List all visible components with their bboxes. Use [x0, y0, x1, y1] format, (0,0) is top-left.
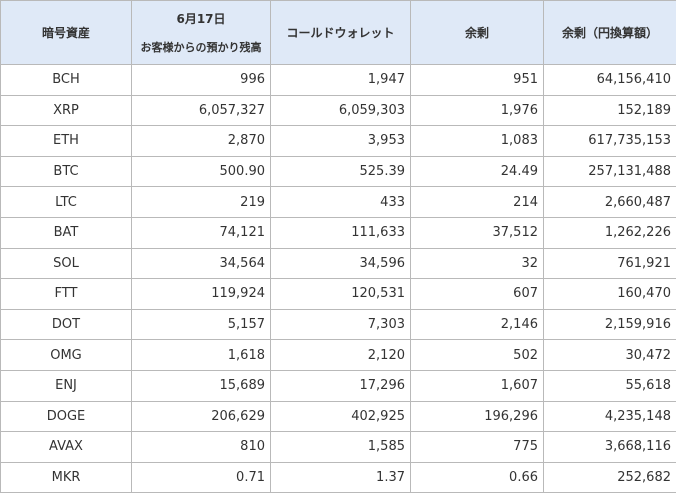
cell-surplus-jpy: 617,735,153 [543, 125, 676, 157]
header-customer-balance: 6月17日 お客様からの預かり残高 [131, 0, 271, 65]
cell-customer-balance: 206,629 [131, 400, 271, 433]
cell-cold-wallet: 1.37 [270, 461, 411, 493]
cell-customer-balance: 2,870 [131, 125, 271, 157]
cell-asset: AVAX [0, 431, 132, 463]
cell-surplus: 32 [410, 247, 544, 280]
cell-customer-balance: 500.90 [131, 155, 271, 188]
cell-asset: BAT [0, 216, 132, 249]
cell-cold-wallet: 2,120 [270, 339, 411, 371]
table-row: ENJ 15,689 17,296 1,607 55,618 [0, 369, 676, 402]
cell-cold-wallet: 402,925 [270, 400, 411, 433]
table-header-row: 暗号資産 6月17日 お客様からの預かり残高 コールドウォレット 余剰 余剰（円… [0, 0, 676, 65]
header-cold-wallet: コールドウォレット [270, 0, 411, 65]
cell-asset: OMG [0, 339, 132, 371]
cell-customer-balance: 34,564 [131, 247, 271, 280]
cell-customer-balance: 5,157 [131, 308, 271, 341]
cell-cold-wallet: 6,059,303 [270, 94, 411, 127]
header-asset: 暗号資産 [0, 0, 132, 65]
cell-asset: ETH [0, 125, 132, 157]
header-customer-sub: お客様からの預かり残高 [140, 41, 262, 54]
cell-customer-balance: 219 [131, 186, 271, 218]
cell-customer-balance: 810 [131, 431, 271, 463]
cell-surplus-jpy: 1,262,226 [543, 216, 676, 249]
table-row: DOGE 206,629 402,925 196,296 4,235,148 [0, 400, 676, 433]
table-row: MKR 0.71 1.37 0.66 252,682 [0, 461, 676, 493]
cell-surplus: 2,146 [410, 308, 544, 341]
cell-asset: MKR [0, 461, 132, 493]
cell-asset: ENJ [0, 369, 132, 402]
cell-customer-balance: 15,689 [131, 369, 271, 402]
table-row: LTC 219 433 214 2,660,487 [0, 186, 676, 218]
cell-asset: BCH [0, 64, 132, 96]
cell-surplus-jpy: 2,159,916 [543, 308, 676, 341]
cell-surplus-jpy: 257,131,488 [543, 155, 676, 188]
table-row: AVAX 810 1,585 775 3,668,116 [0, 431, 676, 463]
cell-cold-wallet: 1,585 [270, 431, 411, 463]
table-row: BCH 996 1,947 951 64,156,410 [0, 64, 676, 96]
cell-customer-balance: 0.71 [131, 461, 271, 493]
cell-surplus-jpy: 152,189 [543, 94, 676, 127]
table-row: OMG 1,618 2,120 502 30,472 [0, 339, 676, 371]
header-surplus-jpy: 余剰（円換算額） [543, 0, 676, 65]
cell-surplus: 951 [410, 64, 544, 96]
cell-cold-wallet: 525.39 [270, 155, 411, 188]
table-row: FTT 119,924 120,531 607 160,470 [0, 278, 676, 310]
cell-cold-wallet: 34,596 [270, 247, 411, 280]
cell-surplus-jpy: 761,921 [543, 247, 676, 280]
table-row: DOT 5,157 7,303 2,146 2,159,916 [0, 308, 676, 341]
cell-cold-wallet: 111,633 [270, 216, 411, 249]
cell-customer-balance: 996 [131, 64, 271, 96]
cell-surplus: 196,296 [410, 400, 544, 433]
cell-asset: SOL [0, 247, 132, 280]
cell-surplus: 1,976 [410, 94, 544, 127]
cell-customer-balance: 74,121 [131, 216, 271, 249]
cell-surplus: 1,607 [410, 369, 544, 402]
cell-asset: XRP [0, 94, 132, 127]
table-row: ETH 2,870 3,953 1,083 617,735,153 [0, 125, 676, 157]
table-row: XRP 6,057,327 6,059,303 1,976 152,189 [0, 94, 676, 127]
cell-surplus: 502 [410, 339, 544, 371]
cell-asset: DOGE [0, 400, 132, 433]
cell-cold-wallet: 17,296 [270, 369, 411, 402]
cell-asset: BTC [0, 155, 132, 188]
cell-surplus-jpy: 4,235,148 [543, 400, 676, 433]
cell-cold-wallet: 3,953 [270, 125, 411, 157]
cell-cold-wallet: 7,303 [270, 308, 411, 341]
cell-surplus-jpy: 30,472 [543, 339, 676, 371]
cell-surplus: 1,083 [410, 125, 544, 157]
table-row: SOL 34,564 34,596 32 761,921 [0, 247, 676, 280]
header-surplus: 余剰 [410, 0, 544, 65]
cell-surplus-jpy: 2,660,487 [543, 186, 676, 218]
cell-surplus-jpy: 64,156,410 [543, 64, 676, 96]
cell-surplus: 214 [410, 186, 544, 218]
cell-surplus: 24.49 [410, 155, 544, 188]
cell-surplus: 775 [410, 431, 544, 463]
cell-customer-balance: 6,057,327 [131, 94, 271, 127]
cell-surplus: 0.66 [410, 461, 544, 493]
cell-surplus-jpy: 55,618 [543, 369, 676, 402]
cell-asset: LTC [0, 186, 132, 218]
cell-surplus-jpy: 3,668,116 [543, 431, 676, 463]
cell-customer-balance: 1,618 [131, 339, 271, 371]
cell-cold-wallet: 433 [270, 186, 411, 218]
cell-surplus-jpy: 252,682 [543, 461, 676, 493]
cell-surplus: 37,512 [410, 216, 544, 249]
table-body: BCH 996 1,947 951 64,156,410 XRP 6,057,327 6,05… [0, 64, 676, 493]
header-customer-date: 6月17日 [176, 12, 226, 26]
cell-surplus: 607 [410, 278, 544, 310]
table-row: BTC 500.90 525.39 24.49 257,131,488 [0, 155, 676, 188]
cell-cold-wallet: 1,947 [270, 64, 411, 96]
cell-asset: FTT [0, 278, 132, 310]
cell-asset: DOT [0, 308, 132, 341]
cell-customer-balance: 119,924 [131, 278, 271, 310]
cell-surplus-jpy: 160,470 [543, 278, 676, 310]
table-row: BAT 74,121 111,633 37,512 1,262,226 [0, 216, 676, 249]
cell-cold-wallet: 120,531 [270, 278, 411, 310]
